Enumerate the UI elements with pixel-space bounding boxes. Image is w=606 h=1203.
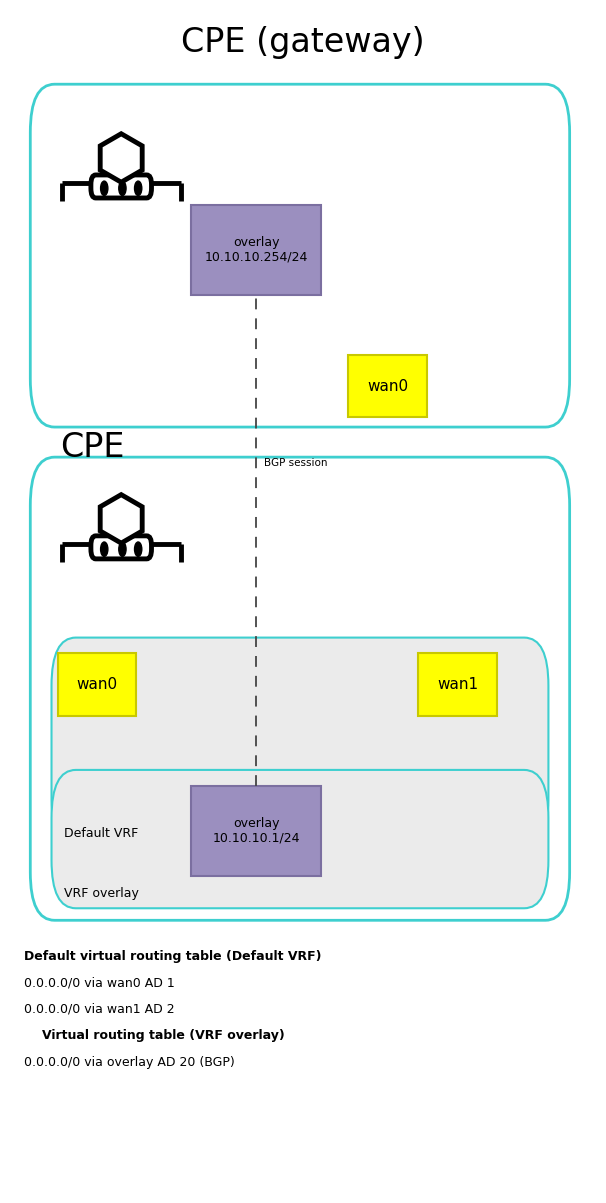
Circle shape [135,182,142,196]
Text: 0.0.0.0/0 via wan0 AD 1: 0.0.0.0/0 via wan0 AD 1 [24,977,175,989]
Bar [348,355,427,417]
FancyBboxPatch shape [30,457,570,920]
Polygon shape [100,134,142,182]
Text: Default VRF: Default VRF [64,826,138,840]
Circle shape [119,182,126,196]
Text: Default virtual routing table (Default VRF): Default virtual routing table (Default V… [24,950,322,962]
Text: overlay
10.10.10.1/24: overlay 10.10.10.1/24 [212,817,300,845]
Circle shape [101,543,108,557]
FancyBboxPatch shape [91,174,152,198]
Circle shape [119,543,126,557]
Text: VRF overlay: VRF overlay [64,887,139,900]
Polygon shape [100,494,142,543]
Bar [191,205,321,295]
FancyBboxPatch shape [52,638,548,848]
FancyBboxPatch shape [91,535,152,559]
Bar [418,653,497,716]
Bar [58,653,136,716]
FancyBboxPatch shape [30,84,570,427]
Text: CPE (gateway): CPE (gateway) [181,25,425,59]
Text: overlay
10.10.10.254/24: overlay 10.10.10.254/24 [204,236,308,263]
Text: wan0: wan0 [367,379,408,393]
Circle shape [135,543,142,557]
Text: wan0: wan0 [76,677,118,692]
Text: 0.0.0.0/0 via overlay AD 20 (BGP): 0.0.0.0/0 via overlay AD 20 (BGP) [24,1056,235,1068]
Bar [191,786,321,876]
Text: BGP session: BGP session [264,458,327,468]
Text: 0.0.0.0/0 via wan1 AD 2: 0.0.0.0/0 via wan1 AD 2 [24,1003,175,1015]
Text: Virtual routing table (VRF overlay): Virtual routing table (VRF overlay) [42,1030,285,1042]
Text: CPE: CPE [61,431,125,464]
Text: wan1: wan1 [437,677,478,692]
Circle shape [101,182,108,196]
FancyBboxPatch shape [52,770,548,908]
